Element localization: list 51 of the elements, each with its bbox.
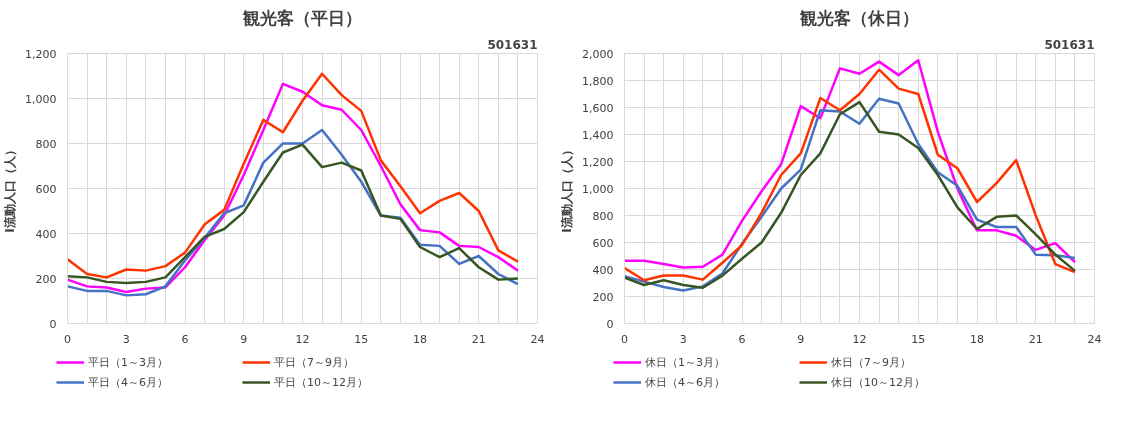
y-tick-label: 1,800	[582, 74, 614, 88]
y-tick-label: 200	[35, 272, 57, 286]
x-tick-label: 18	[970, 332, 984, 346]
chart-title: 観光客（休日）	[799, 7, 919, 28]
y-tick-label: 600	[35, 182, 57, 196]
y-tick-label: 1,000	[25, 92, 57, 106]
legend-label: 平日（1～3月）	[87, 354, 169, 370]
x-tick-label: 6	[738, 332, 746, 346]
y-tick-label: 600	[592, 236, 614, 250]
legend-label: 休日（7～9月）	[830, 354, 912, 370]
x-tick-label: 0	[621, 332, 628, 346]
text: 501631	[487, 37, 538, 52]
y-tick-label: 1,000	[582, 182, 614, 196]
y-tick-label: 200	[592, 290, 614, 304]
y-tick-label: 0	[49, 317, 57, 331]
x-tick-label: 15	[911, 332, 926, 346]
x-tick-label: 12	[852, 332, 867, 346]
x-tick-label: 21	[1028, 332, 1043, 346]
y-tick-label: 400	[592, 263, 614, 277]
legend-label: 平日（4～6月）	[87, 374, 169, 390]
y-tick-label: 1,200	[582, 155, 614, 169]
x-tick-label: 24	[1087, 332, 1102, 346]
x-tick-label: 3	[679, 332, 687, 346]
y-tick-label: 800	[592, 209, 614, 223]
x-tick-label: 9	[240, 332, 248, 346]
x-tick-label: 18	[413, 332, 427, 346]
x-tick-label: 12	[295, 332, 310, 346]
y-tick-label: 1,600	[582, 101, 614, 115]
y-tick-label: 1,200	[25, 47, 57, 61]
legend-label: 平日（10～12月）	[273, 374, 369, 390]
x-tick-label: 3	[122, 332, 130, 346]
legend-label: 休日（10～12月）	[830, 374, 926, 390]
y-tick-label: 800	[35, 137, 57, 151]
y-tick-label: 400	[35, 227, 57, 241]
legend-label: 休日（4～6月）	[644, 374, 726, 390]
y-axis-title: I流動人口（人）	[3, 144, 18, 233]
chart-title: 観光客（平日）	[242, 7, 362, 28]
legend-label: 休日（1～3月）	[644, 354, 726, 370]
y-tick-label: 0	[606, 317, 614, 331]
x-tick-label: 9	[797, 332, 805, 346]
legend-label: 平日（7～9月）	[273, 354, 355, 370]
x-tick-label: 24	[530, 332, 545, 346]
x-tick-label: 6	[181, 332, 189, 346]
text: 501631	[1044, 37, 1095, 52]
x-tick-label: 21	[471, 332, 486, 346]
x-tick-label: 15	[354, 332, 369, 346]
y-tick-label: 1,400	[582, 128, 614, 142]
y-tick-label: 2,000	[582, 47, 614, 61]
line-series	[67, 143, 520, 285]
y-axis-title: I流動人口（人）	[560, 144, 575, 233]
x-tick-label: 0	[64, 332, 71, 346]
